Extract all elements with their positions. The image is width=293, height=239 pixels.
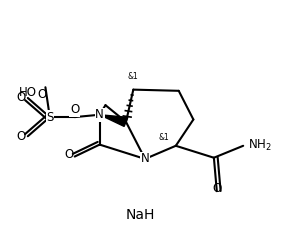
Text: O: O: [64, 148, 74, 161]
Text: N: N: [95, 108, 104, 121]
Text: O: O: [70, 103, 79, 116]
Text: O: O: [212, 182, 222, 195]
Text: S: S: [46, 111, 54, 124]
Text: &1: &1: [159, 133, 169, 142]
Text: O: O: [16, 92, 25, 104]
Text: HO: HO: [19, 86, 37, 98]
Text: O: O: [38, 88, 47, 101]
Text: &1: &1: [128, 72, 139, 81]
Text: N: N: [141, 152, 149, 165]
Polygon shape: [100, 115, 128, 126]
Text: NH$_2$: NH$_2$: [248, 138, 271, 153]
Text: NaH: NaH: [126, 208, 155, 222]
Text: O: O: [16, 130, 25, 143]
